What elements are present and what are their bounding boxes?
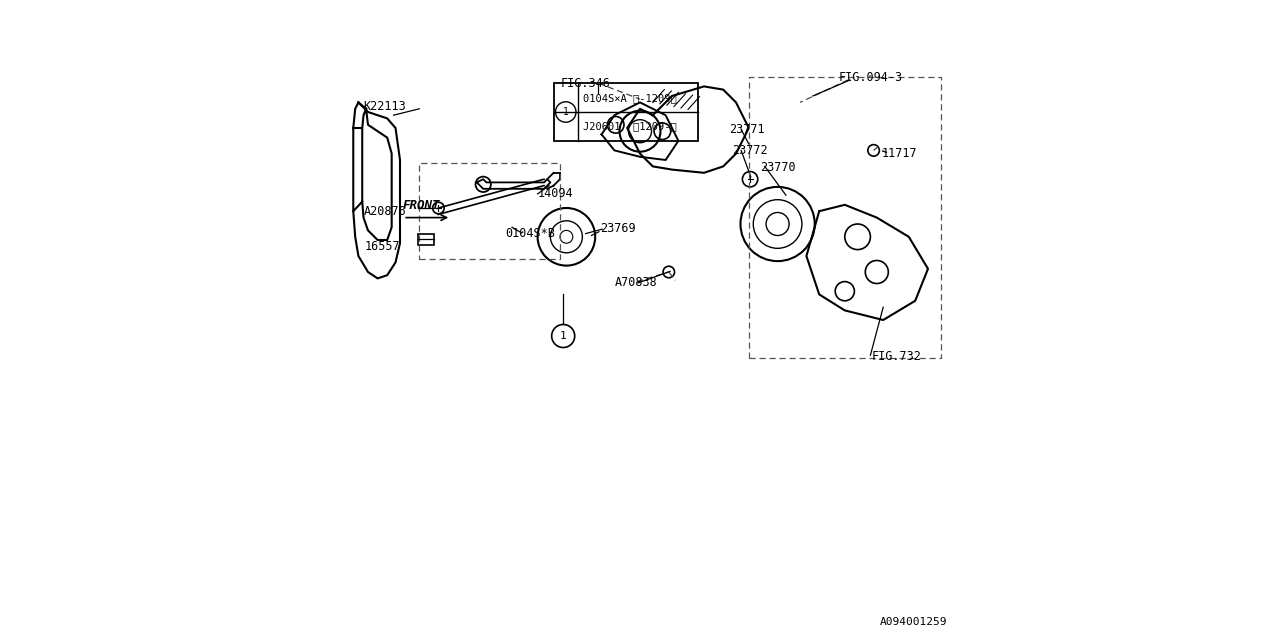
- Text: 16557: 16557: [365, 240, 401, 253]
- Text: 1: 1: [559, 331, 567, 341]
- Text: FIG.346: FIG.346: [561, 77, 611, 90]
- Text: FIG.732: FIG.732: [872, 350, 922, 363]
- Text: 0104S*B: 0104S*B: [506, 227, 556, 240]
- Text: 14094: 14094: [538, 188, 573, 200]
- Text: A094001259: A094001259: [879, 617, 947, 627]
- Text: FRONT: FRONT: [403, 200, 440, 212]
- Text: A70838: A70838: [614, 276, 657, 289]
- Text: 11717: 11717: [882, 147, 918, 160]
- Text: A20876: A20876: [364, 205, 406, 218]
- Text: 23771: 23771: [730, 123, 765, 136]
- Bar: [554, 83, 698, 141]
- Text: 23772: 23772: [732, 144, 768, 157]
- Text: 1: 1: [563, 107, 568, 117]
- Text: 0104S×A ＜-1209＞: 0104S×A ＜-1209＞: [584, 93, 677, 103]
- Text: J20601  ＜1209-＞: J20601 ＜1209-＞: [584, 121, 677, 131]
- Text: FIG.094-3: FIG.094-3: [838, 71, 902, 84]
- Text: 23769: 23769: [600, 222, 636, 235]
- Text: K22113: K22113: [364, 100, 406, 113]
- Text: 23770: 23770: [760, 161, 796, 174]
